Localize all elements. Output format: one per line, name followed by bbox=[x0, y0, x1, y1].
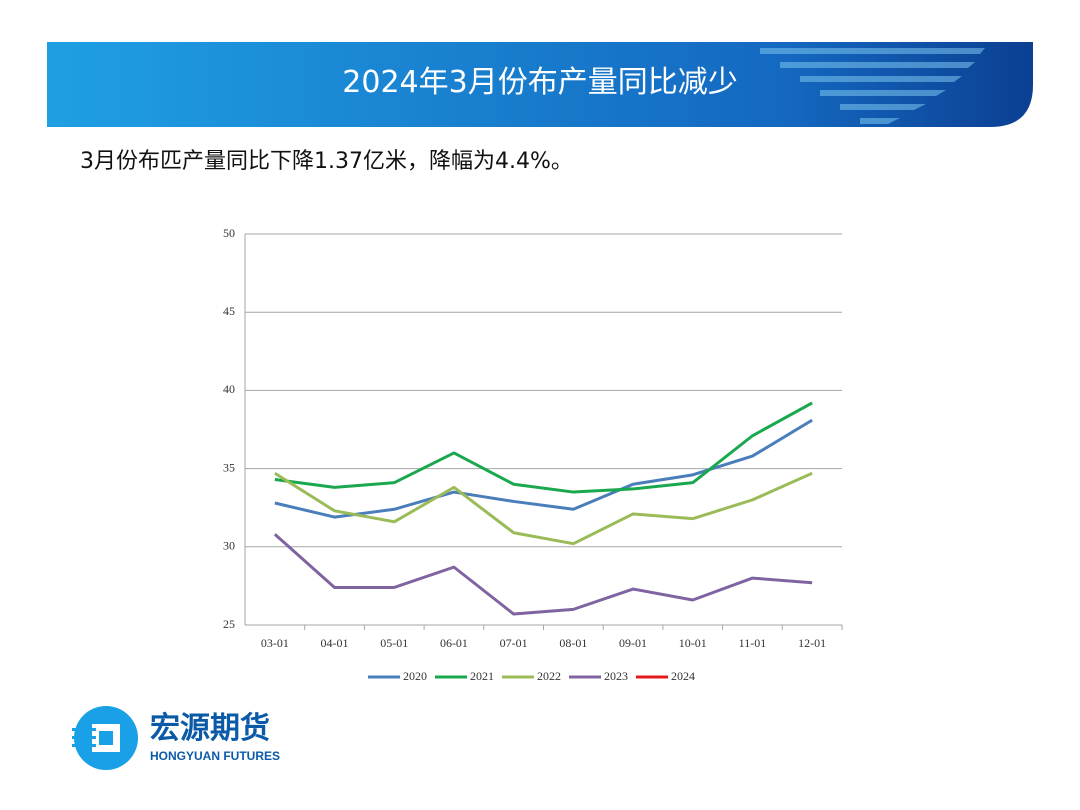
legend-label: 2020 bbox=[403, 669, 427, 683]
logo: 宏源期货 HONGYUAN FUTURES bbox=[72, 706, 280, 770]
x-tick-label: 04-01 bbox=[321, 636, 349, 650]
x-tick-label: 08-01 bbox=[559, 636, 587, 650]
title: 2024年3月份布产量同比减少 bbox=[342, 65, 737, 100]
y-tick-label: 35 bbox=[223, 460, 235, 474]
series-line bbox=[274, 471, 813, 546]
legend-label: 2024 bbox=[671, 669, 695, 683]
logo-name: 宏源期货 bbox=[150, 711, 270, 746]
x-tick-label: 11-01 bbox=[739, 636, 767, 650]
x-tick-label: 12-01 bbox=[798, 636, 826, 650]
x-tick-label: 05-01 bbox=[380, 636, 408, 650]
legend-label: 2021 bbox=[470, 669, 494, 683]
banner: 2024年3月份布产量同比减少 bbox=[47, 42, 1033, 127]
series-line bbox=[274, 401, 813, 494]
x-tick-label: 06-01 bbox=[440, 636, 468, 650]
y-tick-label: 50 bbox=[223, 226, 235, 240]
x-tick-label: 10-01 bbox=[679, 636, 707, 650]
x-tick-label: 09-01 bbox=[619, 636, 647, 650]
y-tick-label: 45 bbox=[223, 304, 235, 318]
x-tick-label: 07-01 bbox=[500, 636, 528, 650]
logo-name-en: HONGYUAN FUTURES bbox=[150, 749, 280, 763]
legend-label: 2023 bbox=[604, 669, 628, 683]
series-line bbox=[274, 418, 813, 519]
x-tick-label: 03-01 bbox=[261, 636, 289, 650]
y-tick-label: 30 bbox=[223, 539, 235, 553]
series-line bbox=[273, 533, 813, 616]
y-tick-label: 25 bbox=[223, 617, 235, 631]
legend-label: 2022 bbox=[537, 669, 561, 683]
subtitle: 3月份布匹产量同比下降1.37亿米，降幅为4.4%。 bbox=[80, 149, 573, 174]
y-tick-label: 40 bbox=[223, 382, 235, 396]
chart: 25 30 35 40 45 50 03-01 04-01 05-01 06-01 07-01 08-… bbox=[223, 226, 843, 683]
